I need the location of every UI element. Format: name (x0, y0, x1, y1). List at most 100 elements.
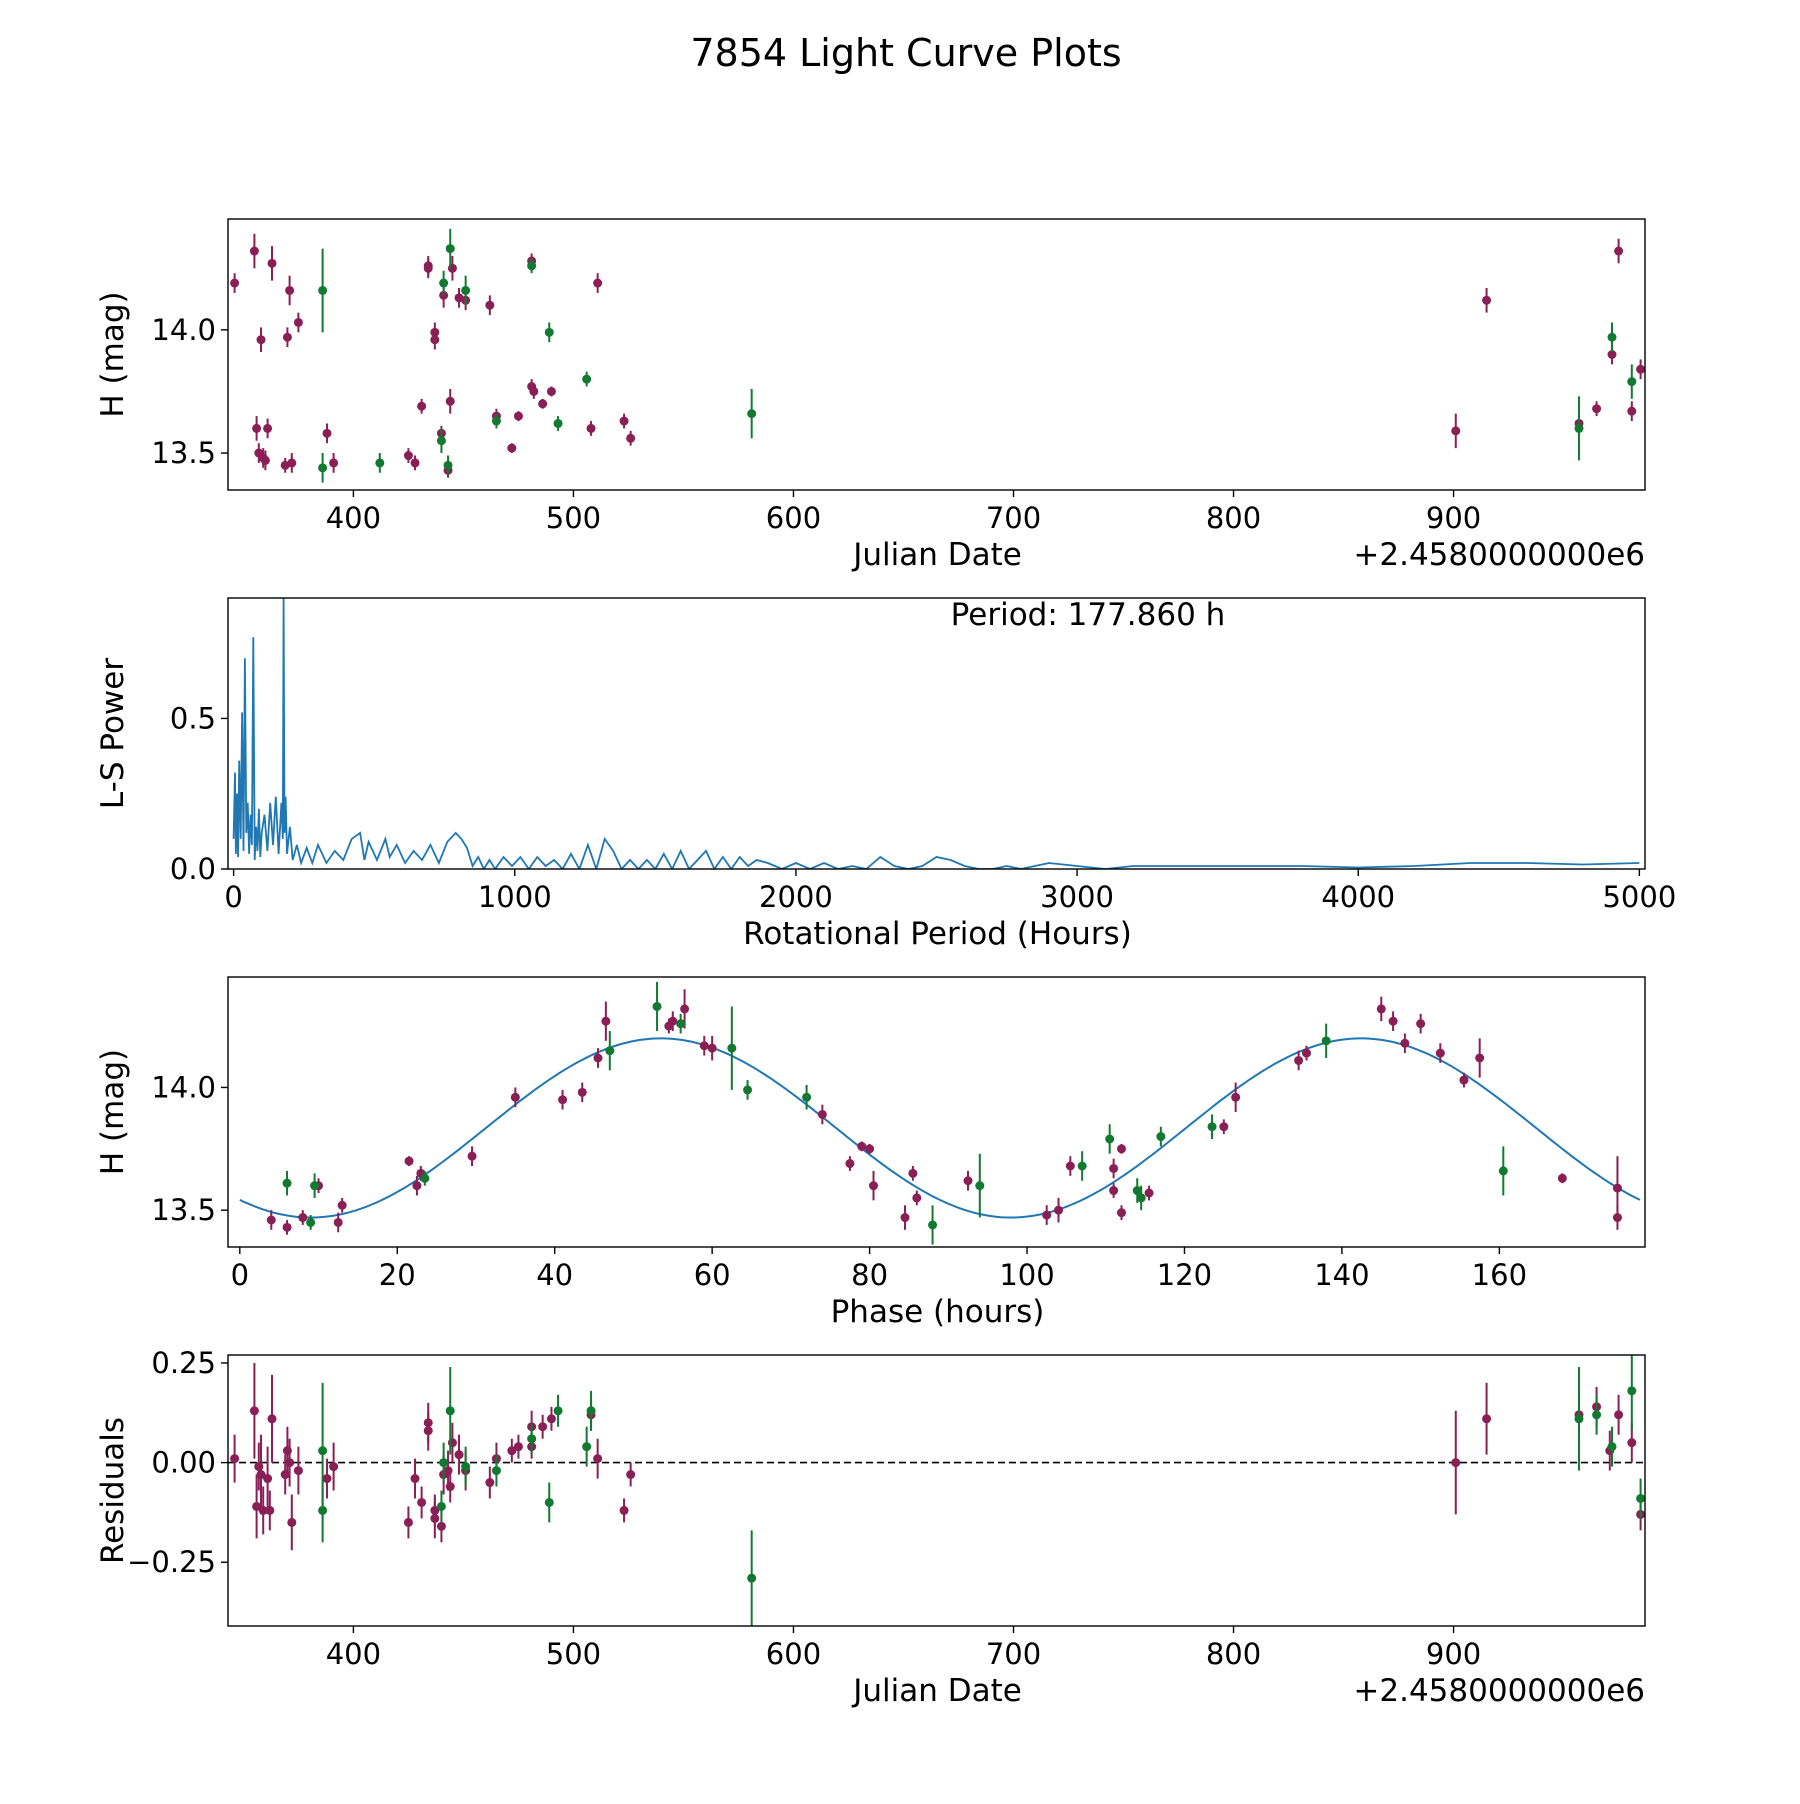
data-point (256, 335, 266, 345)
data-point (1482, 295, 1492, 305)
x-tick-label: 600 (766, 501, 821, 535)
x-tick-label: 0 (231, 1258, 249, 1292)
data-point (1144, 1188, 1154, 1198)
data-point (1614, 246, 1624, 256)
data-point (412, 1181, 422, 1191)
data-point (420, 1173, 430, 1183)
best-period-annotation: Period: 177.860 h (951, 597, 1226, 633)
data-point (337, 1200, 347, 1210)
x-tick-label: 100 (999, 1258, 1054, 1292)
periodogram-panel: 0 1000 2000 3000 4000 5000 0.0 0.5 Rotational Pe… (95, 597, 1676, 952)
x-axis-label: Rotational Period (Hours) (743, 916, 1132, 952)
data-point (263, 1474, 273, 1484)
data-point (467, 1151, 477, 1161)
data-point (1219, 1122, 1229, 1132)
lightcurve-panel: 400 500 600 700 800 900 13.5 14.0 Julian Date H (… (95, 218, 1646, 573)
data-point (869, 1181, 879, 1191)
data-point (747, 1573, 757, 1583)
data-point (282, 1222, 292, 1232)
data-point (1451, 1458, 1461, 1468)
data-point (676, 1019, 686, 1029)
data-point (507, 443, 517, 453)
x-tick-label: 700 (986, 501, 1041, 535)
x-tick-label: 2000 (759, 880, 833, 914)
data-point (454, 1450, 464, 1460)
x-tick-label: 900 (1426, 501, 1481, 535)
x-tick-label: 140 (1314, 1258, 1369, 1292)
data-point (699, 1041, 709, 1051)
data-point (1475, 1053, 1485, 1063)
data-point (1636, 1493, 1645, 1503)
data-point (410, 458, 420, 468)
data-point (601, 1016, 611, 1026)
x-tick-label: 800 (1206, 1637, 1261, 1671)
data-point (1557, 1173, 1567, 1183)
data-point (430, 1513, 440, 1523)
data-point (1400, 1038, 1410, 1048)
x-tick-label: 800 (1206, 501, 1261, 535)
data-point (293, 1466, 303, 1476)
data-point (619, 1505, 629, 1515)
data-point (318, 285, 328, 295)
data-point (747, 409, 757, 419)
data-point (553, 1406, 563, 1416)
y-axis-label: L-S Power (95, 658, 131, 809)
data-point (298, 1213, 308, 1223)
data-point (439, 1458, 449, 1468)
data-point (404, 1156, 414, 1166)
data-point (963, 1176, 973, 1186)
data-point (538, 399, 548, 409)
x-tick-label: 500 (546, 501, 601, 535)
series-filter-2 (318, 1355, 1645, 1626)
residuals-panel: 400 500 600 700 800 900 0.25 0.00 −0.25 Julian Da… (95, 1346, 1646, 1709)
data-point (249, 1406, 259, 1416)
x-tick-label: 600 (766, 1637, 821, 1671)
data-point (544, 327, 554, 337)
data-point (908, 1168, 918, 1178)
data-point (507, 1446, 517, 1456)
data-point (817, 1109, 827, 1119)
data-point (1607, 332, 1617, 342)
data-point (445, 1482, 455, 1492)
x-tick-label: 40 (536, 1258, 573, 1292)
data-point (582, 374, 592, 384)
data-point (1109, 1163, 1119, 1173)
data-point (436, 1521, 446, 1531)
data-point (443, 460, 453, 470)
y-tick-label: 13.5 (151, 436, 216, 470)
data-point (1498, 1166, 1508, 1176)
data-point (485, 300, 495, 310)
data-point (510, 1092, 520, 1102)
data-point (322, 428, 332, 438)
periodogram-line (232, 598, 1640, 869)
data-point (329, 458, 339, 468)
data-point (1065, 1161, 1075, 1171)
data-point (310, 1181, 320, 1191)
data-point (267, 258, 277, 268)
data-point (285, 285, 295, 295)
phased-frame (227, 976, 1646, 1248)
x-axis-label: Phase (hours) (831, 1294, 1045, 1330)
data-point (865, 1144, 875, 1154)
data-point (1207, 1122, 1217, 1132)
data-point (1231, 1092, 1241, 1102)
data-point (485, 1478, 495, 1488)
data-point (445, 396, 455, 406)
data-point (1592, 404, 1602, 414)
data-point (287, 1517, 297, 1527)
data-point (527, 261, 537, 271)
data-point (1416, 1019, 1426, 1029)
data-point (263, 423, 273, 433)
data-point (249, 246, 259, 256)
data-point (1627, 1438, 1637, 1448)
data-point (586, 423, 596, 433)
data-point (527, 1434, 537, 1444)
data-point (260, 455, 270, 465)
series-filter-2 (282, 981, 1508, 1245)
y-axis-label: Residuals (95, 1417, 131, 1564)
data-point (258, 1505, 268, 1515)
periodogram-plot-area (232, 598, 1640, 869)
data-point (410, 1474, 420, 1484)
data-point (605, 1046, 615, 1056)
